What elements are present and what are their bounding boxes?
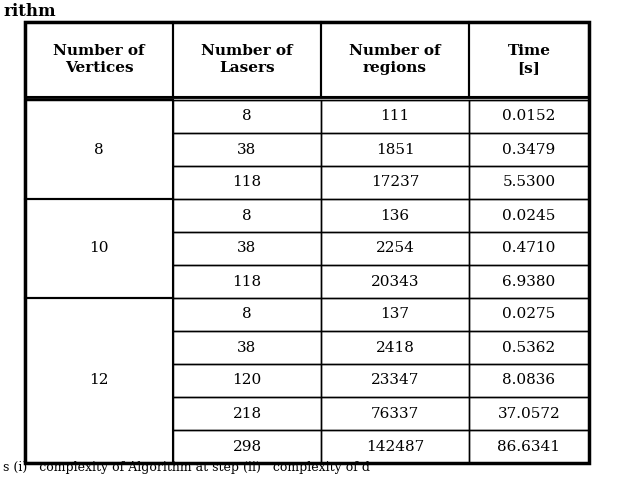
Text: Number of
Lasers: Number of Lasers [201, 44, 293, 74]
Text: 2418: 2418 [376, 341, 415, 354]
Text: 8: 8 [242, 208, 252, 223]
Text: 37.0572: 37.0572 [498, 406, 561, 420]
Text: 298: 298 [232, 439, 262, 453]
Text: 8: 8 [94, 142, 104, 156]
Bar [321, 397, 469, 430]
Text: 137: 137 [381, 308, 410, 322]
Bar [25, 22, 589, 463]
Text: 136: 136 [380, 208, 410, 223]
Text: 0.0152: 0.0152 [502, 109, 556, 123]
Bar [173, 430, 321, 463]
Text: 0.3479: 0.3479 [502, 142, 556, 156]
Bar [469, 331, 589, 364]
Text: 5.5300: 5.5300 [502, 175, 556, 190]
Bar [321, 100, 469, 133]
Bar [469, 232, 589, 265]
Text: s (i)   complexity of Algorithm at step (ii)   complexity of d: s (i) complexity of Algorithm at step (i… [3, 461, 370, 474]
Text: Number of
regions: Number of regions [349, 44, 441, 74]
Bar [173, 100, 321, 133]
Bar [321, 364, 469, 397]
Text: 0.4710: 0.4710 [502, 242, 556, 256]
Bar [173, 166, 321, 199]
Text: 8: 8 [242, 109, 252, 123]
Text: 23347: 23347 [371, 374, 419, 387]
Bar [469, 364, 589, 397]
Bar [469, 199, 589, 232]
Bar [321, 22, 469, 97]
Text: 38: 38 [237, 242, 257, 256]
Bar [321, 133, 469, 166]
Bar [173, 22, 321, 97]
Bar [173, 298, 321, 331]
Text: 120: 120 [232, 374, 262, 387]
Text: Number of
Vertices: Number of Vertices [53, 44, 145, 74]
Text: Time
[s]: Time [s] [508, 44, 550, 74]
Text: 2254: 2254 [376, 242, 415, 256]
Text: rithm: rithm [3, 3, 56, 20]
Bar [469, 22, 589, 97]
Bar [469, 298, 589, 331]
Text: 0.0275: 0.0275 [502, 308, 556, 322]
Bar [321, 199, 469, 232]
Bar [321, 265, 469, 298]
Bar [321, 331, 469, 364]
Bar [173, 232, 321, 265]
Bar [321, 298, 469, 331]
Text: 76337: 76337 [371, 406, 419, 420]
Text: 142487: 142487 [366, 439, 424, 453]
Bar [173, 331, 321, 364]
Text: 111: 111 [380, 109, 410, 123]
Text: 20343: 20343 [371, 275, 419, 289]
Text: 12: 12 [89, 374, 109, 387]
Text: 6.9380: 6.9380 [502, 275, 556, 289]
Bar [25, 100, 173, 199]
Text: 8.0836: 8.0836 [502, 374, 556, 387]
Bar [173, 133, 321, 166]
Bar [173, 397, 321, 430]
Bar [321, 232, 469, 265]
Bar [469, 133, 589, 166]
Text: 86.6341: 86.6341 [497, 439, 561, 453]
Bar [173, 364, 321, 397]
Text: 118: 118 [232, 175, 262, 190]
Text: 0.5362: 0.5362 [502, 341, 556, 354]
Bar [25, 199, 173, 298]
Text: 0.0245: 0.0245 [502, 208, 556, 223]
Text: 38: 38 [237, 341, 257, 354]
Text: 118: 118 [232, 275, 262, 289]
Text: 1851: 1851 [376, 142, 414, 156]
Text: 38: 38 [237, 142, 257, 156]
Text: 8: 8 [242, 308, 252, 322]
Bar [25, 22, 589, 97]
Text: 10: 10 [89, 242, 109, 256]
Bar [469, 397, 589, 430]
Bar [469, 430, 589, 463]
Bar [25, 97, 589, 100]
Bar [321, 166, 469, 199]
Text: 218: 218 [232, 406, 262, 420]
Bar [469, 265, 589, 298]
Bar [25, 298, 173, 463]
Text: 17237: 17237 [371, 175, 419, 190]
Bar [469, 166, 589, 199]
Bar [25, 22, 173, 97]
Bar [321, 430, 469, 463]
Bar [469, 100, 589, 133]
Bar [173, 199, 321, 232]
Bar [173, 265, 321, 298]
